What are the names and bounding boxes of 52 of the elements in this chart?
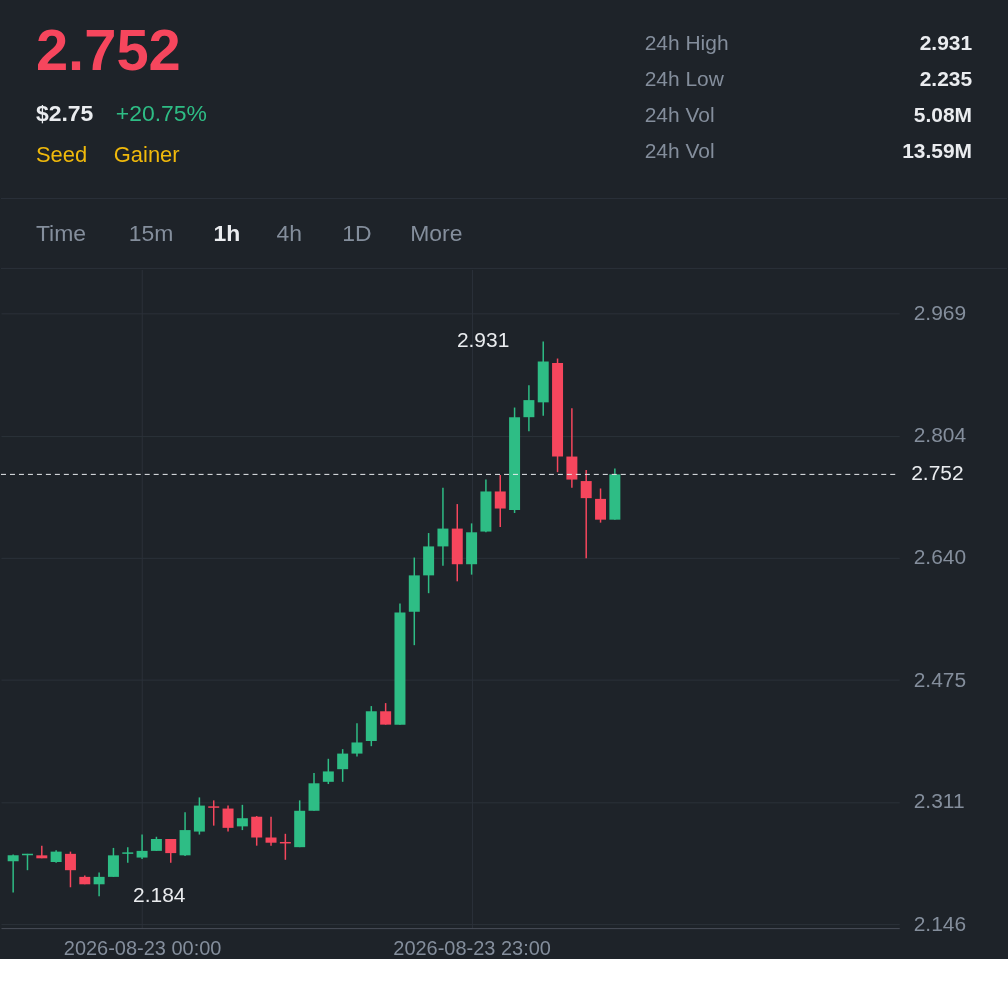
text: 2.235 <box>919 66 973 90</box>
candlestick <box>136 833 148 860</box>
text: 24h Low <box>644 66 725 90</box>
y-tick-label: 2.311 <box>913 789 965 813</box>
text: 4h <box>276 220 302 247</box>
y-tick-label: 2.475 <box>913 667 967 691</box>
text: 24h Vol <box>644 138 715 162</box>
text: Seed <box>35 141 88 167</box>
y-tick-label: 2.640 <box>913 545 967 569</box>
y-tick-label: 2.969 <box>913 300 967 324</box>
candlestick <box>580 469 592 560</box>
candlestick <box>236 804 248 831</box>
candlestick <box>251 815 263 847</box>
candlestick <box>566 407 578 489</box>
text: +20.75% <box>115 99 207 126</box>
text: Gainer <box>113 141 180 167</box>
candlestick <box>165 838 177 864</box>
candlestick <box>322 758 334 785</box>
text: 1D <box>342 220 372 247</box>
candlestick <box>523 384 535 433</box>
text: Time <box>35 220 87 247</box>
candlestick <box>36 844 48 860</box>
candlestick <box>337 748 349 783</box>
candlestick <box>351 722 363 758</box>
text: More <box>410 220 463 247</box>
text: 24h High <box>644 30 729 54</box>
annotation: 2.184 <box>133 883 186 907</box>
x-tick-label: 2026-08-23 00:00 <box>63 936 222 959</box>
y-tick-label: 2.146 <box>913 911 967 935</box>
text: 13.59M <box>902 138 973 162</box>
candlestick <box>122 846 134 864</box>
y-tick-label: 2.804 <box>913 423 967 447</box>
candlestick <box>265 815 277 847</box>
ref-line-label: 2.752 <box>911 461 964 485</box>
text: 1h <box>213 220 241 247</box>
text: 15m <box>128 220 174 247</box>
candlestick <box>222 804 234 833</box>
annotation: 2.931 <box>456 328 510 352</box>
candlestick <box>208 799 220 827</box>
candlestick <box>380 702 392 726</box>
text: 24h Vol <box>644 102 715 126</box>
text: 2.931 <box>919 30 973 54</box>
candlestick <box>7 853 19 894</box>
text: 2.752 <box>35 17 181 82</box>
candlestick <box>107 847 119 878</box>
candlestick <box>595 487 607 524</box>
x-tick-label: 2026-08-23 23:00 <box>393 936 551 959</box>
candlestick <box>437 486 449 567</box>
text: 5.08M <box>913 102 973 126</box>
text: $2.75 <box>35 99 94 126</box>
candlestick <box>64 850 76 889</box>
candlestick <box>494 474 506 528</box>
